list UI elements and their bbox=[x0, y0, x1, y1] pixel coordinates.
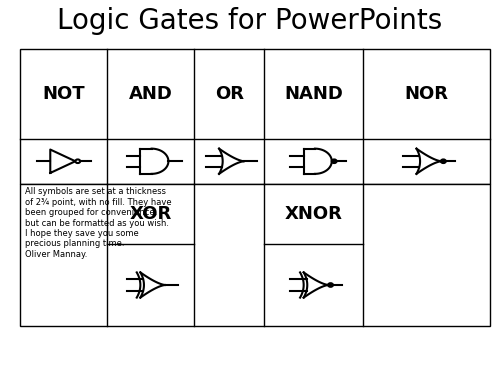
Circle shape bbox=[332, 159, 336, 163]
Bar bbox=[20, 49, 490, 184]
Text: XNOR: XNOR bbox=[285, 205, 343, 223]
Text: NOT: NOT bbox=[42, 85, 85, 103]
Text: AND: AND bbox=[128, 85, 172, 103]
Text: OR: OR bbox=[214, 85, 244, 103]
Text: Logic Gates for PowerPoints: Logic Gates for PowerPoints bbox=[58, 7, 442, 34]
Circle shape bbox=[76, 159, 80, 163]
Text: NOR: NOR bbox=[404, 85, 448, 103]
Text: XOR: XOR bbox=[130, 205, 172, 223]
Text: All symbols are set at a thickness
of 2¾ point, with no fill. They have
been gro: All symbols are set at a thickness of 2¾… bbox=[25, 188, 172, 259]
Text: NAND: NAND bbox=[284, 85, 343, 103]
Circle shape bbox=[441, 159, 446, 163]
Bar bbox=[20, 184, 490, 326]
Circle shape bbox=[328, 283, 333, 287]
